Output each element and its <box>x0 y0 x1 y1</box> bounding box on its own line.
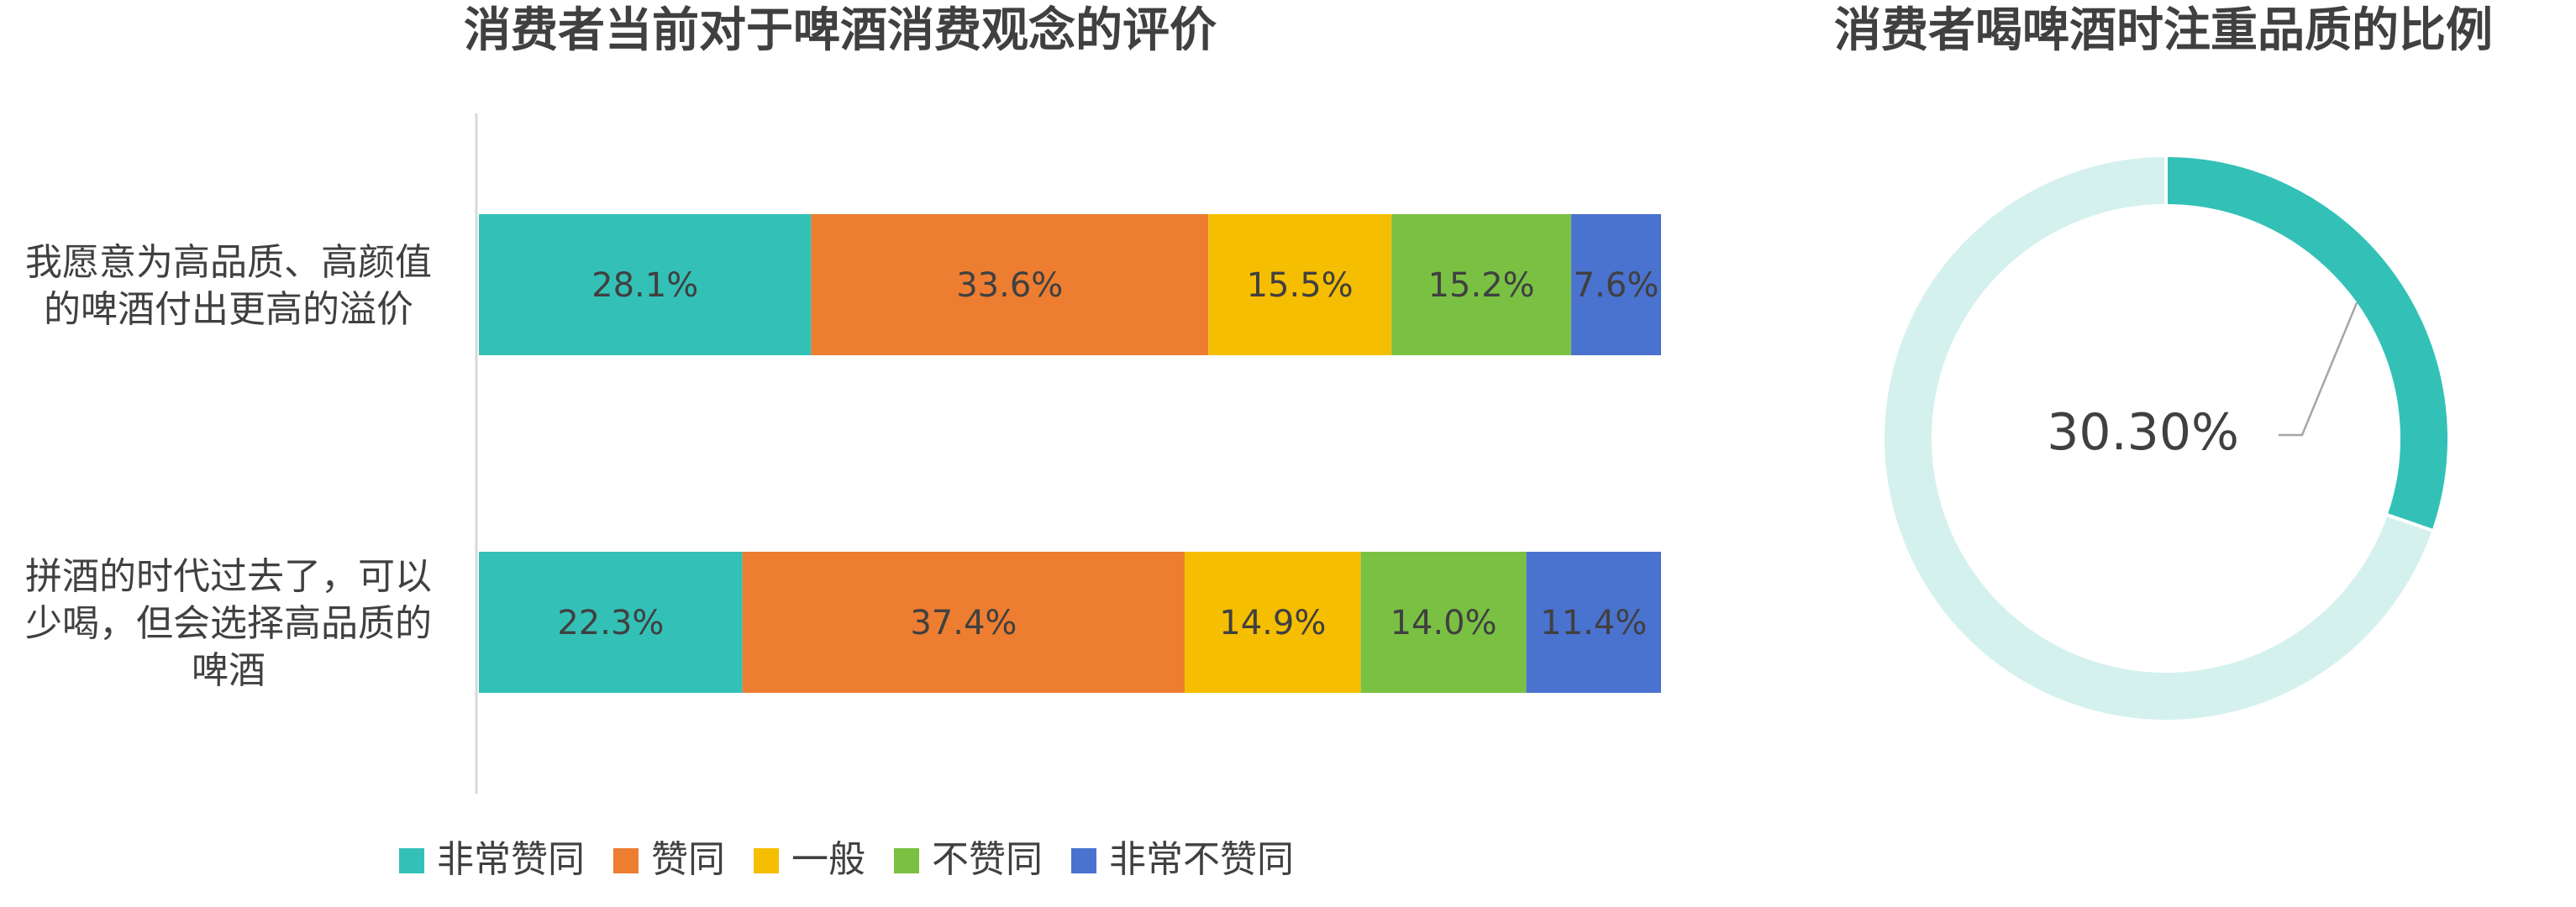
bar-data-label: 33.6% <box>956 266 1063 305</box>
bar-data-label: 11.4% <box>1540 604 1647 642</box>
legend-swatch <box>1071 848 1096 873</box>
legend-label: 非常赞同 <box>437 838 585 881</box>
bar-data-label: 15.5% <box>1247 266 1354 305</box>
bar-segment <box>1208 214 1392 355</box>
legend: 非常赞同 赞同 一般 不赞同 非常不赞同 <box>399 838 1294 881</box>
category-label: 啤酒 <box>192 649 265 692</box>
bar-data-label: 7.6% <box>1574 266 1659 305</box>
slice-leader-line <box>2279 301 2358 437</box>
category-label: 的啤酒付出更高的溢价 <box>44 288 413 331</box>
category-label: 我愿意为高品质、高颜值 <box>25 241 432 284</box>
donut-slice-group <box>1885 155 2447 720</box>
bar-segment <box>1571 214 1661 355</box>
bar-segment <box>1391 214 1572 355</box>
bar-data-label: 14.0% <box>1391 604 1497 642</box>
slice-label: 30.30% <box>2047 403 2239 462</box>
legend-swatch <box>894 848 919 873</box>
bar-segment <box>479 214 812 355</box>
bar-segment <box>479 552 743 693</box>
right-chart-title: 消费者喝啤酒时注重品质的比例 <box>1834 3 2493 58</box>
category-label: 少喝，但会选择高品质的 <box>25 602 432 645</box>
slice-separator <box>2385 512 2435 533</box>
bar-label-group: 28.1% 33.6% 15.5% 15.2% 7.6% 22.3% 37.4% 14.9% 1… <box>557 266 1659 642</box>
legend-swatch <box>399 848 424 873</box>
bar-data-label: 14.9% <box>1219 604 1326 642</box>
bar-data-label: 22.3% <box>557 604 664 642</box>
bar-data-label: 28.1% <box>591 266 698 305</box>
donut-slice <box>2165 157 2447 531</box>
legend-swatch <box>754 848 779 873</box>
bar-segment <box>1526 552 1661 693</box>
bar-group <box>479 214 1661 693</box>
bar-data-label: 15.2% <box>1428 266 1535 305</box>
donut-slice <box>1885 157 2432 720</box>
bar-segment <box>1360 552 1527 693</box>
legend-label: 不赞同 <box>932 838 1043 881</box>
bar-segment <box>742 552 1185 693</box>
bar-segment <box>811 214 1209 355</box>
category-label: 拼酒的时代过去了，可以 <box>25 555 432 598</box>
legend-label: 非常不赞同 <box>1109 838 1294 881</box>
donut-chart: 消费者喝啤酒时注重品质的比例 30.30% <box>1834 3 2493 720</box>
left-chart-title: 消费者当前对于啤酒消费观念的评价 <box>464 3 1217 58</box>
legend-swatch <box>613 848 639 873</box>
legend-label: 赞同 <box>651 838 725 881</box>
bar-segment <box>1184 552 1361 693</box>
category-label-group: 我愿意为高品质、高颜值的啤酒付出更高的溢价拼酒的时代过去了，可以少喝，但会选择高… <box>25 241 432 692</box>
legend-label: 一般 <box>791 838 865 881</box>
bar-data-label: 37.4% <box>910 604 1017 642</box>
stacked-bar-chart: 消费者当前对于啤酒消费观念的评价 28.1% 33.6% 15.5% 15.2% 7.6… <box>25 3 1661 881</box>
